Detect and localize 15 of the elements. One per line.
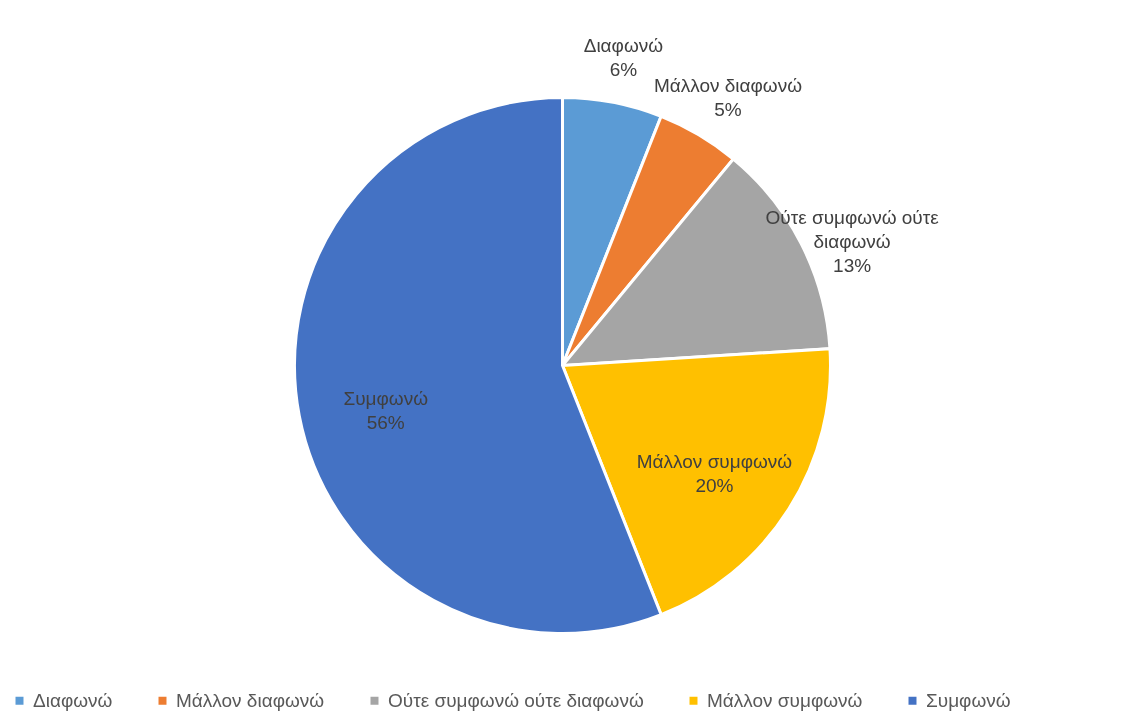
legend-label: Ούτε συμφωνώ ούτε διαφωνώ <box>388 689 644 711</box>
slice-label: Συμφωνώ <box>343 388 429 410</box>
data-label: 6% <box>609 59 638 81</box>
data-label: 20% <box>695 474 734 496</box>
legend-label: Διαφωνώ <box>33 689 113 711</box>
legend-label: Μάλλον διαφωνώ <box>176 689 325 711</box>
legend-label: Συμφωνώ <box>926 689 1011 711</box>
slice-label: Ούτε συμφωνώ ούτε διαφωνώ <box>765 206 940 252</box>
legend-label: Μάλλον συμφωνώ <box>707 689 863 711</box>
slice-label: Μάλλον συμφωνώ <box>636 450 793 472</box>
slice-label: Διαφωνώ <box>583 35 664 57</box>
data-label: 56% <box>366 412 405 434</box>
data-label: 5% <box>714 98 742 120</box>
data-label: 13% <box>833 254 872 276</box>
slice-label: Μάλλον διαφωνώ <box>653 74 803 96</box>
